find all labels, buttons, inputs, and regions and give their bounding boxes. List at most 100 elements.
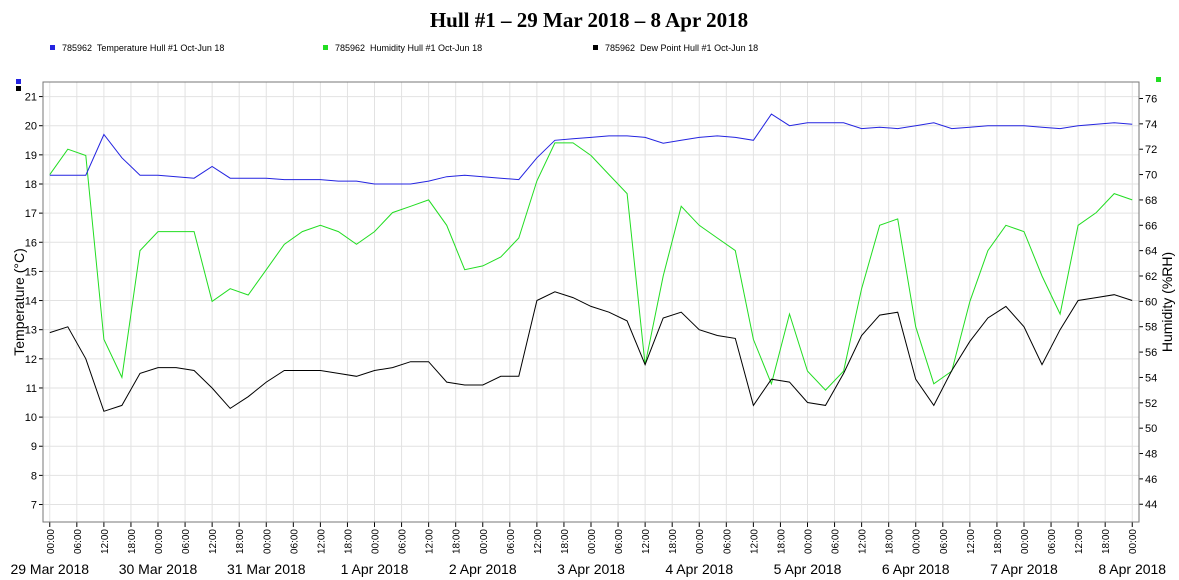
- y-tick-label: 21: [25, 92, 37, 104]
- y2-tick-label: 64: [1145, 246, 1157, 258]
- y2-tick-label: 50: [1145, 423, 1157, 435]
- y2-tick-label: 56: [1145, 347, 1157, 359]
- y2-tick-label: 72: [1145, 144, 1157, 156]
- x-tick-label: 06:00: [73, 529, 84, 554]
- day-label: 8 Apr 2018: [1098, 561, 1166, 577]
- axis-marker: [16, 79, 21, 84]
- x-tick-label: 12:00: [858, 529, 869, 554]
- legend-label: 785962 Dew Point Hull #1 Oct-Jun 18: [605, 43, 758, 53]
- series-line: [49, 291, 1133, 412]
- y-tick-label: 7: [31, 500, 37, 512]
- x-tick-label: 18:00: [343, 529, 354, 554]
- y-tick-label: 19: [25, 150, 37, 162]
- x-tick-label: 06:00: [506, 529, 517, 554]
- day-label: 1 Apr 2018: [341, 561, 409, 577]
- y-tick-label: 10: [25, 412, 37, 424]
- y-tick-label: 15: [25, 266, 37, 278]
- x-tick-label: 12:00: [749, 529, 760, 554]
- x-tick-label: 06:00: [722, 529, 733, 554]
- x-tick-label: 06:00: [289, 529, 300, 554]
- x-tick-label: 18:00: [993, 529, 1004, 554]
- y2-tick-label: 68: [1145, 195, 1157, 207]
- day-label: 2 Apr 2018: [449, 561, 517, 577]
- y2-tick-label: 58: [1145, 322, 1157, 334]
- y2-tick-label: 66: [1145, 220, 1157, 232]
- day-label: 30 Mar 2018: [119, 561, 198, 577]
- x-tick-label: 18:00: [127, 529, 138, 554]
- x-tick-label: 06:00: [398, 529, 409, 554]
- y2-tick-label: 74: [1145, 119, 1157, 131]
- y-tick-label: 9: [31, 441, 37, 453]
- day-label: 31 Mar 2018: [227, 561, 306, 577]
- x-tick-label: 00:00: [587, 529, 598, 554]
- x-tick-label: 00:00: [803, 529, 814, 554]
- legend-swatch: [593, 45, 598, 50]
- day-label: 29 Mar 2018: [10, 561, 89, 577]
- x-tick-label: 18:00: [776, 529, 787, 554]
- axis-marker: [1156, 77, 1161, 82]
- y-tick-label: 14: [25, 296, 37, 308]
- x-tick-label: 12:00: [316, 529, 327, 554]
- x-tick-label: 12:00: [966, 529, 977, 554]
- y2-tick-label: 46: [1145, 474, 1157, 486]
- y2-tick-label: 44: [1145, 499, 1157, 511]
- day-label: 3 Apr 2018: [557, 561, 625, 577]
- y2-tick-label: 70: [1145, 170, 1157, 182]
- y-tick-label: 13: [25, 325, 37, 337]
- x-tick-label: 06:00: [831, 529, 842, 554]
- y-tick-label: 12: [25, 354, 37, 366]
- x-tick-label: 00:00: [1128, 529, 1139, 554]
- y2-tick-label: 52: [1145, 398, 1157, 410]
- x-tick-label: 00:00: [262, 529, 273, 554]
- x-tick-label: 00:00: [46, 529, 57, 554]
- x-tick-label: 18:00: [885, 529, 896, 554]
- x-tick-label: 00:00: [154, 529, 165, 554]
- x-tick-label: 06:00: [614, 529, 625, 554]
- y2-axis-title: Humidity (%RH): [1159, 252, 1175, 352]
- day-label: 5 Apr 2018: [774, 561, 842, 577]
- x-tick-label: 00:00: [1020, 529, 1031, 554]
- x-tick-label: 06:00: [181, 529, 192, 554]
- y2-tick-label: 62: [1145, 271, 1157, 283]
- x-tick-label: 12:00: [425, 529, 436, 554]
- series-line: [49, 113, 1133, 185]
- x-tick-label: 00:00: [695, 529, 706, 554]
- x-tick-label: 00:00: [371, 529, 382, 554]
- y2-tick-label: 54: [1145, 372, 1157, 384]
- x-tick-label: 06:00: [939, 529, 950, 554]
- legend-label: 785962 Temperature Hull #1 Oct-Jun 18: [62, 43, 224, 53]
- y-tick-label: 16: [25, 237, 37, 249]
- legend-swatch: [323, 45, 328, 50]
- x-tick-label: 12:00: [641, 529, 652, 554]
- y-tick-label: 8: [31, 470, 37, 482]
- x-tick-label: 06:00: [1047, 529, 1058, 554]
- y-tick-label: 17: [25, 208, 37, 220]
- y-tick-label: 11: [26, 383, 37, 395]
- y2-tick-label: 76: [1145, 93, 1157, 105]
- x-tick-label: 00:00: [479, 529, 490, 554]
- x-tick-label: 18:00: [1101, 529, 1112, 554]
- x-tick-label: 18:00: [668, 529, 679, 554]
- x-tick-label: 12:00: [100, 529, 111, 554]
- x-tick-label: 12:00: [533, 529, 544, 554]
- x-tick-label: 18:00: [452, 529, 463, 554]
- x-tick-label: 12:00: [208, 529, 219, 554]
- x-tick-label: 18:00: [235, 529, 246, 554]
- y2-tick-label: 60: [1145, 296, 1157, 308]
- x-tick-label: 12:00: [1074, 529, 1085, 554]
- day-label: 6 Apr 2018: [882, 561, 950, 577]
- plot-frame: [42, 81, 1140, 523]
- chart-title: Hull #1 – 29 Mar 2018 – 8 Apr 2018: [430, 8, 748, 32]
- day-label: 4 Apr 2018: [665, 561, 733, 577]
- y2-tick-label: 48: [1145, 449, 1157, 461]
- legend-swatch: [50, 45, 55, 50]
- x-tick-label: 18:00: [560, 529, 571, 554]
- y-tick-label: 20: [25, 121, 37, 133]
- y-tick-label: 18: [25, 179, 37, 191]
- x-tick-label: 00:00: [912, 529, 923, 554]
- legend-label: 785962 Humidity Hull #1 Oct-Jun 18: [335, 43, 482, 53]
- y-axis-title: Temperature (°C): [11, 248, 27, 356]
- axis-marker: [16, 86, 21, 91]
- day-label: 7 Apr 2018: [990, 561, 1058, 577]
